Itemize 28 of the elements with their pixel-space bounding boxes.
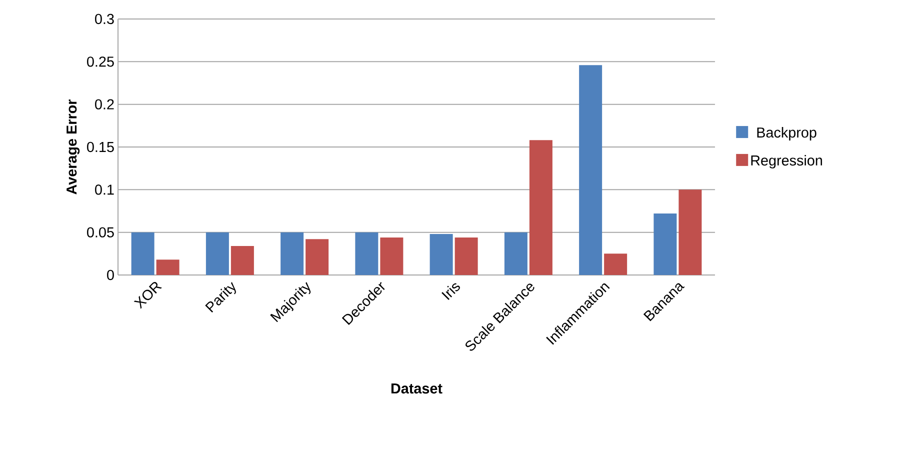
bar [654, 214, 677, 275]
bar [678, 190, 702, 275]
bar [131, 232, 154, 275]
bar [504, 232, 528, 275]
y-tick-label: 0 [107, 270, 114, 280]
bar [280, 232, 304, 275]
y-tick-label: 0.15 [87, 142, 114, 152]
legend-label: Backprop [757, 127, 816, 140]
y-axis-title: Average Error [66, 99, 80, 194]
y-tick-label: 0.05 [87, 227, 114, 238]
y-tick-label: 0.3 [95, 14, 114, 24]
x-tick-label: Iris [442, 283, 460, 300]
bar [230, 246, 254, 275]
y-tick-label: 0.1 [95, 184, 114, 195]
bar [380, 237, 404, 275]
bar [604, 254, 628, 275]
bar [430, 234, 453, 275]
bar [579, 65, 602, 275]
x-axis-title: Dataset [391, 384, 442, 394]
bar [206, 232, 229, 275]
y-tick-label: 0.2 [95, 99, 114, 110]
bar [355, 232, 378, 275]
bar [306, 239, 329, 275]
legend-label: Regression [751, 154, 822, 168]
bar [529, 140, 552, 275]
bar [454, 237, 478, 275]
bar [156, 260, 180, 275]
y-tick-label: 0.25 [87, 56, 114, 67]
